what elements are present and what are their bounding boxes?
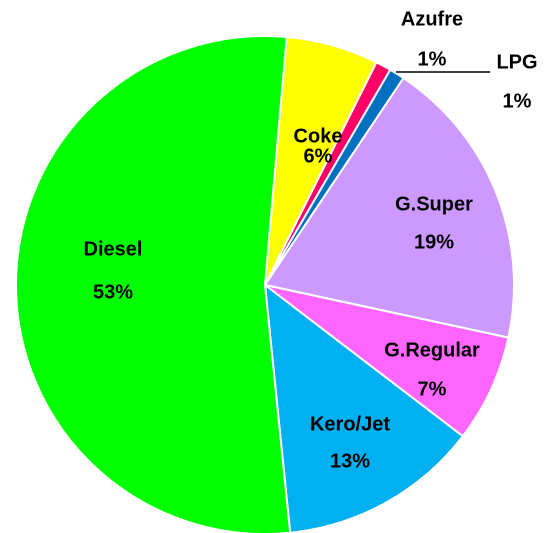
pie-slice [264, 284, 510, 438]
pie [15, 35, 515, 533]
slice-value-label: 1% [503, 90, 532, 112]
slice-value-label: 6% [304, 145, 333, 167]
slice-label: LPG [496, 51, 537, 73]
slice-value-label: 13% [330, 450, 370, 472]
pie-slice [263, 76, 515, 339]
slice-value-label: 7% [418, 378, 447, 400]
slice-value-label: 53% [93, 281, 133, 303]
slice-label: G.Super [395, 193, 473, 215]
slice-value-label: 19% [414, 231, 454, 253]
pie-slice [15, 35, 292, 533]
pie-slice [263, 282, 465, 533]
slice-value-label: 1% [418, 48, 447, 70]
slice-label: G.Regular [384, 339, 480, 361]
slice-label: Kero/Jet [310, 413, 390, 435]
slice-label: Azufre [401, 8, 463, 30]
slice-label: Diesel [84, 238, 143, 260]
slice-label: Coke [294, 125, 343, 147]
